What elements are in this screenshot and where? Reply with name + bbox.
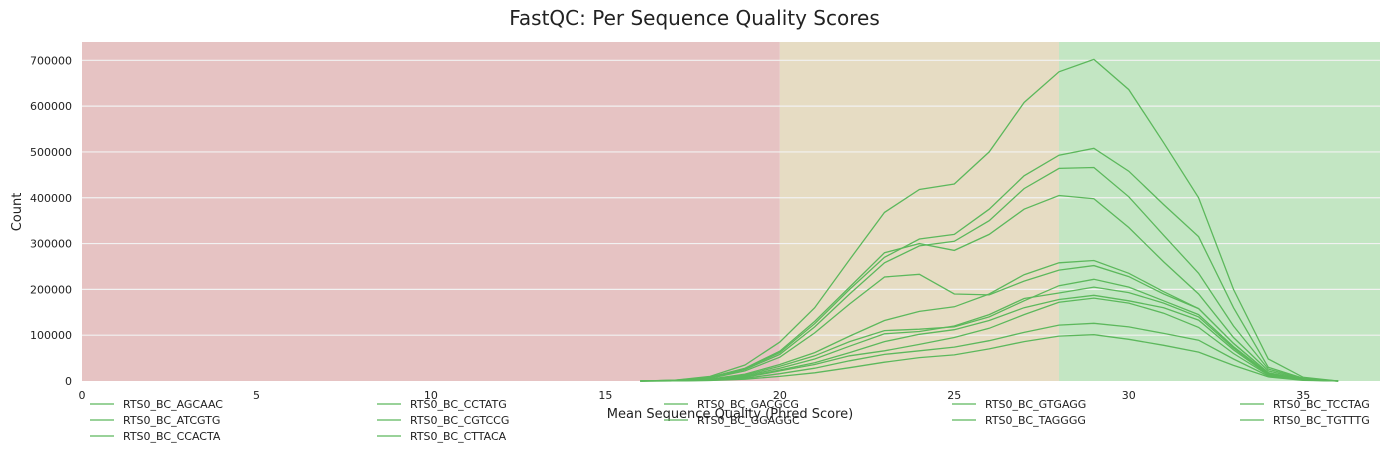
quality-zones	[82, 42, 1380, 381]
legend-entry: RTS0_BC_GGAGGC	[664, 414, 800, 427]
legend-entry: RTS0_BC_CCACTA	[90, 430, 221, 443]
y-tick-label: 200000	[30, 283, 72, 296]
legend-entry: RTS0_BC_CTTACA	[377, 430, 507, 443]
x-tick-label: 15	[598, 389, 612, 402]
series-line-11	[640, 334, 1339, 382]
legend-entry: RTS0_BC_GTGAGG	[952, 398, 1086, 411]
y-axis-ticks: 0 100000 200000 300000 400000 500000 600000 700…	[30, 54, 72, 388]
y-tick-label: 500000	[30, 146, 72, 159]
legend-entry: RTS0_BC_TGTTTG	[1240, 414, 1370, 427]
legend-entry: RTS0_BC_TAGGGG	[952, 414, 1086, 427]
chart-title: FastQC: Per Sequence Quality Scores	[509, 6, 880, 30]
legend-entry: RTS0_BC_CCTATG	[377, 398, 507, 411]
series-line-7	[640, 286, 1339, 382]
legend-label: RTS0_BC_CCTATG	[410, 398, 507, 411]
series-line-1	[640, 194, 1339, 382]
x-tick-label: 0	[79, 389, 86, 402]
legend-entry: RTS0_BC_AGCAAC	[90, 398, 223, 411]
y-tick-label: 400000	[30, 192, 72, 205]
series-line-10	[640, 322, 1339, 382]
grid-lines	[82, 59, 1380, 336]
legend-label: RTS0_BC_ATCGTG	[123, 414, 220, 427]
legend-label: RTS0_BC_CTTACA	[410, 430, 507, 443]
y-tick-label: 300000	[30, 238, 72, 251]
x-axis-label: Mean Sequence Quality (Phred Score)	[607, 407, 853, 422]
y-tick-label: 100000	[30, 329, 72, 342]
x-tick-label: 35	[1296, 389, 1310, 402]
y-axis-label: Count	[10, 193, 25, 232]
x-tick-label: 20	[773, 389, 787, 402]
legend-entry: RTS0_BC_ATCGTG	[90, 414, 220, 427]
y-tick-label: 0	[65, 375, 72, 388]
legend-label: RTS0_BC_TGTTTG	[1273, 414, 1370, 427]
y-tick-label: 700000	[30, 54, 72, 67]
legend-label: RTS0_BC_TAGGGG	[985, 414, 1086, 427]
x-tick-label: 5	[253, 389, 260, 402]
legend-label: RTS0_BC_CCACTA	[123, 430, 221, 443]
y-tick-label: 600000	[30, 100, 72, 113]
series-line-9	[640, 297, 1339, 382]
legend-label: RTS0_BC_AGCAAC	[123, 398, 223, 411]
legend-label: RTS0_BC_GGAGGC	[697, 414, 800, 427]
x-axis-ticks: 0 5 10 15 20 25 30 35	[79, 389, 1311, 402]
series-line-2	[640, 147, 1339, 382]
x-tick-label: 30	[1122, 389, 1136, 402]
legend-label: RTS0_BC_TCCTAG	[1273, 398, 1370, 411]
legend-entry: RTS0_BC_CGTCCG	[377, 414, 509, 427]
zone-1	[779, 42, 1059, 381]
legend-label: RTS0_BC_CGTCCG	[410, 414, 509, 427]
series-line-0	[640, 58, 1339, 382]
series-line-5	[640, 259, 1339, 382]
x-tick-label: 10	[424, 389, 438, 402]
legend: RTS0_BC_AGCAAC RTS0_BC_ATCGTG RTS0_BC_CCAC…	[90, 398, 1370, 443]
legend-label: RTS0_BC_GACGCG	[697, 398, 799, 411]
legend-entry: RTS0_BC_TCCTAG	[1240, 398, 1370, 411]
zone-0	[82, 42, 780, 381]
series-lines	[640, 58, 1339, 382]
zone-2	[1058, 42, 1380, 381]
series-line-6	[640, 278, 1339, 382]
legend-label: RTS0_BC_GTGAGG	[985, 398, 1086, 411]
x-tick-label: 25	[947, 389, 961, 402]
series-line-3	[640, 166, 1339, 382]
legend-entry: RTS0_BC_GACGCG	[664, 398, 799, 411]
